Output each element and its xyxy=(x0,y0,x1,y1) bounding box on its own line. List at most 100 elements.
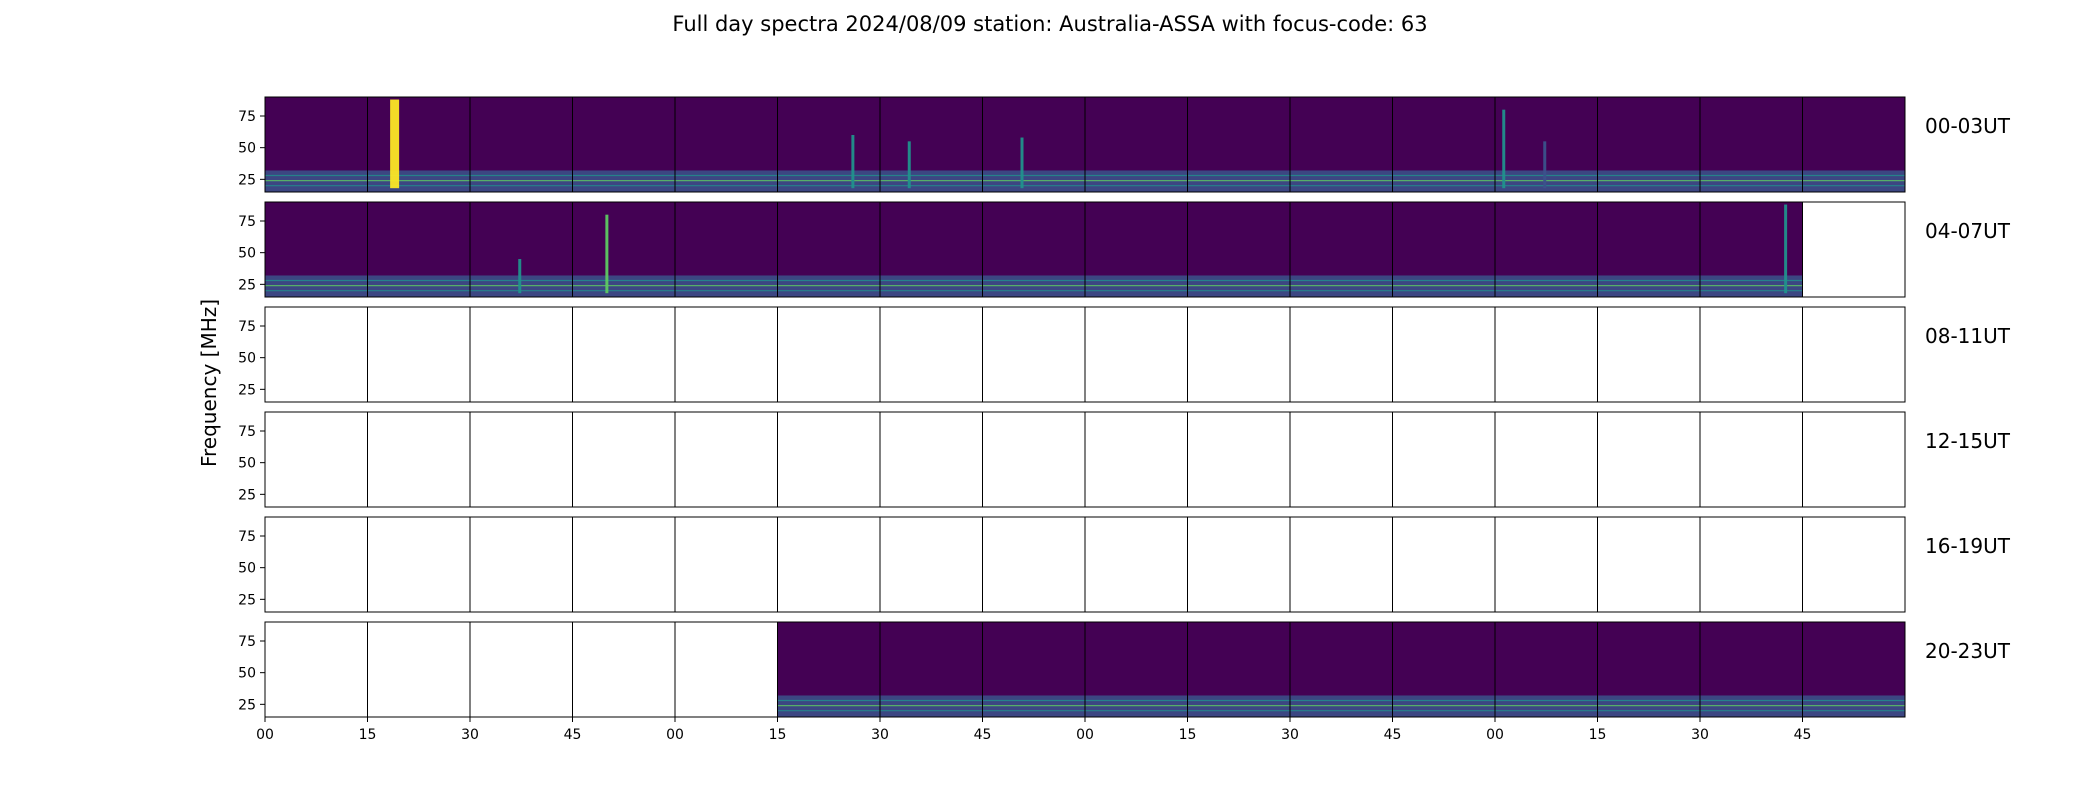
interference-band xyxy=(367,170,470,192)
interference-band xyxy=(1085,695,1188,717)
panel-frame xyxy=(879,306,983,403)
interference-band xyxy=(675,275,778,297)
spectrum-panel xyxy=(572,306,676,403)
spectrum-panel xyxy=(879,411,983,508)
spectrum-panel xyxy=(1084,201,1188,298)
panel-frame xyxy=(1392,516,1496,613)
panel-frame xyxy=(572,411,676,508)
spectrum-panel xyxy=(1187,516,1291,613)
interference-band xyxy=(1700,170,1803,192)
interference-band xyxy=(1085,275,1188,297)
panel-frame xyxy=(469,306,573,403)
panel-frame xyxy=(1597,306,1701,403)
spectrum-panel xyxy=(674,411,778,508)
chart-title: Full day spectra 2024/08/09 station: Aus… xyxy=(672,12,1428,36)
y-tick-label: 50 xyxy=(238,561,256,577)
x-tick-label: 00 xyxy=(1486,727,1504,743)
interference-band xyxy=(1495,695,1598,717)
spectrum-panel xyxy=(1084,411,1188,508)
interference-band xyxy=(880,275,983,297)
spectrum-panel xyxy=(572,96,676,193)
panel-frame xyxy=(1699,411,1803,508)
x-tick-label: 00 xyxy=(256,727,274,743)
panel-frame xyxy=(367,516,471,613)
spectrum-panel xyxy=(982,621,1086,718)
radio-burst xyxy=(1020,137,1024,189)
y-tick-label: 25 xyxy=(238,277,256,293)
row-label: 08-11UT xyxy=(1925,324,2011,348)
y-tick-label: 25 xyxy=(238,592,256,608)
spectrum-panel xyxy=(572,411,676,508)
row-12-15UT: 25 50 75 12-15UT xyxy=(238,411,2011,508)
row-label: 00-03UT xyxy=(1925,114,2011,138)
spectrum-panel xyxy=(1802,306,1906,403)
panel-frame xyxy=(1084,411,1188,508)
panel-frame xyxy=(777,516,881,613)
spectrum-panel xyxy=(1392,621,1496,718)
radio-burst xyxy=(907,141,911,189)
spectrum-panel xyxy=(264,306,368,403)
spectrum-panel xyxy=(777,306,881,403)
spectrum-panel xyxy=(1187,306,1291,403)
spectrum-panel xyxy=(982,96,1086,193)
row-label: 16-19UT xyxy=(1925,534,2011,558)
spectrum-panel xyxy=(367,306,471,403)
spectrum-panel xyxy=(1699,96,1803,193)
y-tick-label: 50 xyxy=(238,351,256,367)
panel-frame xyxy=(777,411,881,508)
y-tick-label: 50 xyxy=(238,141,256,157)
radio-burst xyxy=(518,259,522,294)
interference-band xyxy=(1597,275,1700,297)
x-tick-label: 30 xyxy=(461,727,479,743)
panel-frame xyxy=(469,621,573,718)
spectrum-panel xyxy=(674,621,778,718)
panel-frame xyxy=(1084,306,1188,403)
interference-band xyxy=(367,275,470,297)
spectrum-panel xyxy=(1187,621,1291,718)
spectrum-panel xyxy=(367,411,471,508)
radio-burst xyxy=(851,135,855,189)
panel-frame xyxy=(1494,411,1598,508)
y-tick-label: 75 xyxy=(238,529,256,545)
row-label: 04-07UT xyxy=(1925,219,2011,243)
interference-band xyxy=(1392,170,1495,192)
y-tick-label: 75 xyxy=(238,319,256,335)
panel-frame xyxy=(264,621,368,718)
interference-band xyxy=(880,170,983,192)
spectrum-panel xyxy=(674,96,778,193)
spectrum-panel xyxy=(879,201,983,298)
y-tick-label: 25 xyxy=(238,487,256,503)
spectrum-panel xyxy=(1494,621,1598,718)
interference-band xyxy=(265,275,368,297)
spectrum-panel xyxy=(1802,516,1906,613)
spectrum-panel xyxy=(1289,411,1393,508)
spectrum-panel xyxy=(777,621,881,718)
panel-frame xyxy=(469,516,573,613)
x-tick-label: 15 xyxy=(1589,727,1607,743)
interference-band xyxy=(1802,695,1905,717)
x-tick-label: 15 xyxy=(1179,727,1197,743)
spectrum-panel xyxy=(469,96,573,193)
spectrum-panel xyxy=(367,516,471,613)
spectrum-panel xyxy=(879,621,983,718)
spectrum-panel xyxy=(1699,411,1803,508)
spectrum-panel xyxy=(367,621,471,718)
row-label: 20-23UT xyxy=(1925,639,2011,663)
spectrum-panel xyxy=(1802,621,1906,718)
panel-frame xyxy=(264,516,368,613)
row-20-23UT: 25 50 75 20-23UT xyxy=(238,621,2011,718)
spectrum-panel xyxy=(777,201,881,298)
panel-frame xyxy=(572,516,676,613)
spectrum-panel xyxy=(1699,306,1803,403)
x-tick-label: 45 xyxy=(1384,727,1402,743)
interference-band xyxy=(1700,695,1803,717)
interference-band xyxy=(1495,275,1598,297)
x-tick-label: 15 xyxy=(359,727,377,743)
spectrum-panel xyxy=(1597,411,1701,508)
interference-band xyxy=(880,695,983,717)
interference-band xyxy=(265,170,368,192)
panel-frame xyxy=(264,306,368,403)
spectrum-panel xyxy=(469,516,573,613)
spectrum-panel xyxy=(367,201,471,298)
